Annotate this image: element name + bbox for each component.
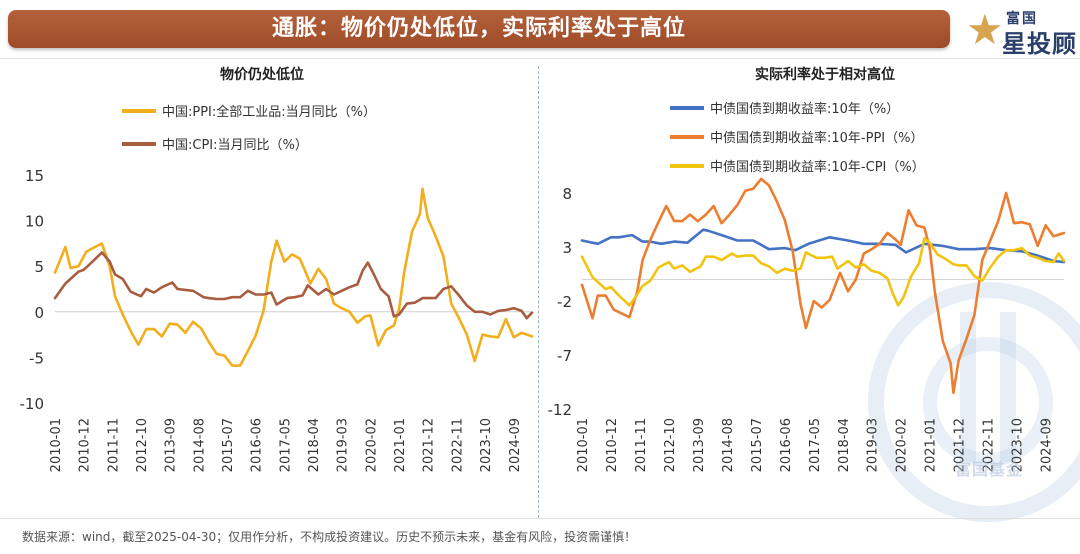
title-banner: 通胀：物价仍处低位，实际利率处于高位 — [8, 10, 950, 48]
header-divider — [0, 58, 1080, 59]
y-tick-label: 5 — [34, 258, 44, 276]
chart-title: 实际利率处于相对高位 — [755, 66, 895, 83]
chart-title: 物价仍处低位 — [220, 66, 304, 83]
legend-label-real_cpi: 中债国债到期收益率:10年-CPI（%） — [710, 159, 925, 175]
x-tick-label: 2014-08 — [721, 418, 736, 472]
x-tick-label: 2011-11 — [106, 418, 121, 472]
x-tick-label: 2012-10 — [663, 418, 678, 472]
legend-label-real_ppi: 中债国债到期收益率:10年-PPI（%） — [710, 130, 923, 146]
legend-label-cpi: 中国:CPI:当月同比（%） — [162, 138, 308, 153]
x-tick-label: 2020-02 — [895, 418, 910, 472]
x-tick-label: 2022-11 — [450, 418, 465, 472]
y-tick-label: -5 — [29, 349, 44, 367]
x-tick-label: 2018-04 — [837, 418, 852, 472]
x-tick-label: 2021-12 — [422, 418, 437, 472]
legend-label-yield: 中债国债到期收益率:10年（%） — [710, 101, 899, 117]
x-tick-label: 2019-03 — [866, 418, 881, 472]
x-tick-label: 2010-12 — [78, 418, 93, 472]
x-tick-label: 2023-10 — [1011, 418, 1026, 472]
x-tick-label: 2023-10 — [479, 418, 494, 472]
x-tick-label: 2010-01 — [49, 418, 64, 472]
x-tick-label: 2012-10 — [135, 418, 150, 472]
x-tick-label: 2011-11 — [634, 418, 649, 472]
x-tick-label: 2024-09 — [1040, 418, 1055, 472]
series-line-cpi — [53, 251, 534, 320]
y-tick-label: 10 — [25, 213, 44, 231]
x-tick-label: 2010-12 — [605, 418, 620, 472]
y-tick-label: 8 — [562, 185, 572, 203]
y-tick-label: 15 — [25, 167, 44, 185]
series-line-ppi — [53, 187, 534, 367]
logo-text-top: 富国 — [1006, 11, 1038, 27]
x-tick-label: 2021-01 — [924, 418, 939, 472]
y-tick-label: 0 — [34, 304, 44, 322]
x-tick-label: 2020-02 — [364, 418, 379, 472]
x-tick-label: 2010-01 — [576, 418, 591, 472]
x-tick-label: 2016-06 — [250, 418, 265, 472]
x-tick-label: 2016-06 — [779, 418, 794, 472]
logo-text-bottom: 星投顾 — [1002, 30, 1077, 58]
x-tick-label: 2013-09 — [692, 418, 707, 472]
y-tick-label: -12 — [548, 401, 573, 419]
y-tick-label: -2 — [557, 293, 572, 311]
x-tick-label: 2017-05 — [808, 418, 823, 472]
x-tick-label: 2015-07 — [221, 418, 236, 472]
footer-divider — [0, 518, 1080, 519]
x-tick-label: 2014-08 — [192, 418, 207, 472]
x-tick-label: 2018-04 — [307, 418, 322, 472]
y-tick-label: -10 — [20, 395, 45, 413]
watermark-text: 富国基金 — [955, 460, 1024, 479]
x-tick-label: 2015-07 — [750, 418, 765, 472]
series-line-yield — [580, 228, 1066, 264]
watermark-logo-icon — [868, 282, 1080, 522]
logo: ★ 富国 星投顾 — [962, 4, 1078, 58]
x-tick-label: 2024-09 — [508, 418, 523, 472]
source-footnote: 数据来源：wind，截至2025-04-30；仅用作分析，不构成投资建议。历史不… — [22, 530, 637, 544]
series-line-real_cpi — [580, 237, 1066, 307]
x-tick-label: 2021-01 — [393, 418, 408, 472]
x-tick-label: 2019-03 — [336, 418, 351, 472]
x-tick-label: 2013-09 — [164, 418, 179, 472]
series-line-real_ppi — [580, 177, 1066, 395]
legend-label-ppi: 中国:PPI:全部工业品:当月同比（%） — [162, 104, 376, 120]
y-tick-label: -7 — [557, 347, 572, 365]
page-title: 通胀：物价仍处低位，实际利率处于高位 — [271, 16, 686, 41]
y-tick-label: 3 — [562, 239, 572, 257]
star-icon: ★ — [966, 5, 1004, 54]
x-tick-label: 2022-11 — [982, 418, 997, 472]
x-tick-label: 2017-05 — [278, 418, 293, 472]
x-tick-label: 2021-12 — [953, 418, 968, 472]
chart-divider — [538, 66, 539, 518]
